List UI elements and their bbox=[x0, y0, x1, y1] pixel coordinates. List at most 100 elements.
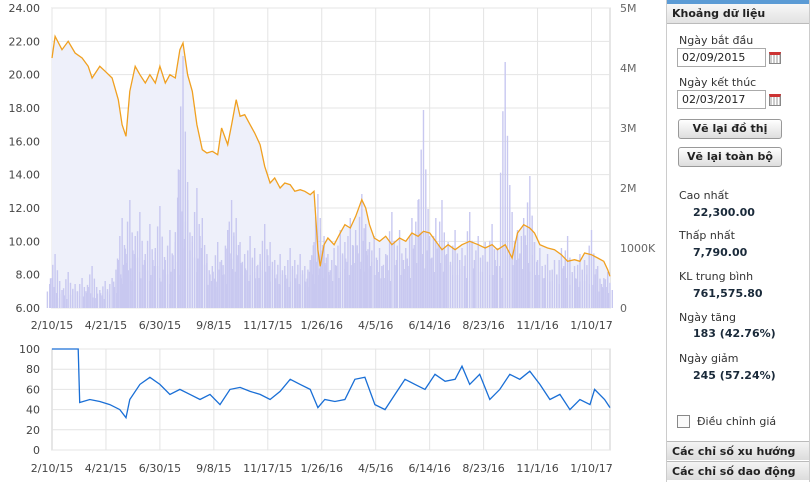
volume-bar bbox=[56, 298, 59, 308]
volume-bar bbox=[466, 231, 469, 308]
volume-bar bbox=[329, 270, 331, 308]
volume-bar bbox=[149, 275, 152, 308]
redraw-chart-button[interactable]: Vẽ lại đồ thị bbox=[678, 119, 782, 139]
volume-bar bbox=[443, 232, 445, 308]
volume-bar bbox=[274, 278, 277, 308]
volume-bar bbox=[120, 278, 123, 308]
volume-bar bbox=[406, 258, 409, 308]
volume-bar bbox=[593, 253, 595, 308]
volume-bar bbox=[360, 261, 362, 308]
trend-indicators-section[interactable]: Các chỉ số xu hướng bbox=[667, 441, 809, 460]
volume-bar bbox=[315, 261, 318, 308]
volume-bar bbox=[599, 278, 601, 308]
start-date-input[interactable] bbox=[677, 48, 766, 67]
volume-bar bbox=[539, 248, 541, 308]
volume-bar bbox=[174, 232, 177, 308]
volume-bar bbox=[163, 257, 166, 308]
volume-bar bbox=[121, 218, 123, 308]
volume-bar bbox=[349, 218, 351, 308]
stat-value: 761,575.80 bbox=[693, 287, 763, 300]
volume-bar bbox=[378, 272, 380, 308]
volume-bar bbox=[63, 295, 66, 308]
volume-bar bbox=[430, 258, 432, 308]
volume-bar bbox=[246, 270, 248, 308]
y-tick-label: 18.00 bbox=[9, 102, 41, 115]
volume-bar bbox=[129, 268, 132, 308]
volume-bar bbox=[125, 254, 127, 308]
volume-bar bbox=[274, 260, 276, 308]
volume-bar bbox=[234, 271, 237, 308]
volume-bar bbox=[427, 209, 429, 308]
volume-bar bbox=[533, 242, 536, 308]
volume-bar bbox=[536, 260, 539, 308]
oscillator-indicators-section[interactable]: Các chỉ số dao động bbox=[667, 461, 809, 480]
volume-bar bbox=[133, 254, 136, 308]
volume-bar bbox=[425, 169, 427, 308]
volume-bar bbox=[324, 263, 326, 308]
volume-bar bbox=[602, 288, 604, 308]
volume-bar bbox=[576, 278, 578, 308]
y-tick-label: 24.00 bbox=[9, 2, 41, 15]
data-range-header[interactable]: Khoảng dữ liệu bbox=[667, 4, 809, 24]
volume-bar bbox=[61, 290, 63, 308]
x-tick-label: 6/14/16 bbox=[408, 319, 450, 332]
stat-value: 7,790.00 bbox=[693, 246, 748, 259]
volume-bar bbox=[369, 266, 371, 308]
volume-bar bbox=[279, 284, 281, 308]
volume-bar bbox=[529, 176, 531, 308]
volume-bar bbox=[389, 281, 392, 308]
volume-bar bbox=[131, 232, 133, 308]
volume-bar bbox=[398, 230, 401, 308]
volume-bar bbox=[551, 269, 553, 308]
volume-bar bbox=[67, 272, 69, 308]
volume-bar bbox=[116, 258, 119, 308]
volume-bar bbox=[489, 240, 491, 308]
x-tick-label: 6/14/16 bbox=[408, 462, 450, 475]
volume-bar bbox=[499, 266, 501, 308]
volume-bar bbox=[86, 284, 89, 308]
stat-label: Ngày giảm bbox=[679, 352, 739, 365]
start-date-label: Ngày bắt đầu bbox=[679, 34, 754, 47]
adjust-price-label[interactable]: Điều chỉnh giá bbox=[697, 415, 777, 428]
volume-bar bbox=[581, 269, 583, 308]
volume-bar bbox=[76, 291, 79, 308]
volume-bar bbox=[239, 278, 241, 308]
volume-bar bbox=[312, 245, 314, 308]
volume-bar bbox=[323, 236, 325, 308]
calendar-icon[interactable] bbox=[769, 94, 781, 106]
volume-bar bbox=[465, 278, 468, 308]
volume-bar bbox=[473, 260, 476, 308]
volume-bar bbox=[391, 212, 393, 308]
volume-bar bbox=[269, 242, 271, 308]
volume-bar bbox=[83, 287, 86, 308]
volume-bar bbox=[149, 224, 151, 308]
volume-bar bbox=[237, 245, 240, 308]
volume-bar bbox=[173, 269, 176, 308]
stat-label: Thấp nhất bbox=[679, 229, 735, 242]
x-tick-label: 1/26/16 bbox=[301, 319, 343, 332]
volume-bar bbox=[433, 272, 435, 308]
calendar-icon[interactable] bbox=[769, 52, 781, 64]
volume-bar bbox=[579, 254, 581, 308]
volume-bar bbox=[464, 255, 466, 308]
adjust-price-checkbox[interactable] bbox=[677, 415, 690, 428]
end-date-input[interactable] bbox=[677, 90, 766, 109]
volume-bar bbox=[56, 270, 59, 308]
volume-bar bbox=[286, 278, 288, 308]
volume-bar bbox=[156, 226, 159, 308]
volume-bar bbox=[186, 200, 189, 308]
redraw-all-button[interactable]: Vẽ lại toàn bộ bbox=[678, 147, 782, 167]
volume-bar bbox=[479, 271, 482, 308]
volume-bar bbox=[239, 242, 241, 308]
volume-bar bbox=[299, 254, 301, 308]
volume-bar bbox=[233, 236, 235, 308]
x-tick-label: 6/30/15 bbox=[139, 319, 181, 332]
volume-bar bbox=[579, 281, 581, 308]
volume-bar bbox=[354, 230, 357, 308]
volume-bar bbox=[230, 258, 233, 308]
volume-bar bbox=[574, 278, 577, 308]
volume-bar bbox=[335, 266, 338, 308]
volume-bar bbox=[46, 291, 49, 308]
volume-bar bbox=[576, 264, 579, 308]
volume-bar bbox=[119, 274, 122, 308]
